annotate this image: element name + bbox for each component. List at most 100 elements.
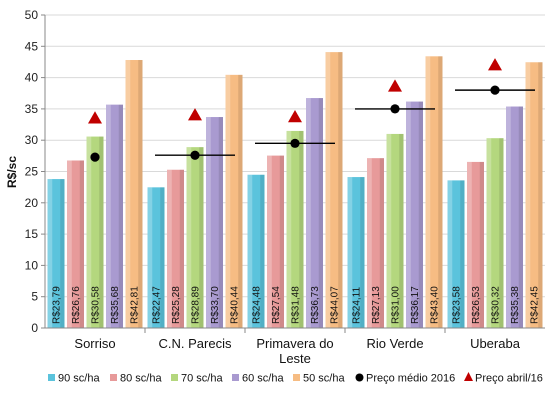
bar-highlight [267, 155, 272, 328]
y-tick-label: 30 [25, 133, 39, 147]
legend-item: 80 sc/ha [110, 373, 162, 385]
y-axis-label: R$/sc [5, 156, 19, 188]
bar-rect [267, 155, 284, 328]
legend-swatch [355, 373, 364, 382]
legend-swatch [293, 374, 300, 381]
bar-rect [467, 161, 484, 328]
bar: R$26,76 [67, 160, 84, 328]
data-label: R$30,58 [91, 286, 102, 324]
bar-highlight [406, 101, 411, 328]
bar-shade [138, 60, 143, 328]
april-price-marker [188, 108, 202, 121]
bar-shade [479, 161, 484, 328]
bar-shade [218, 117, 223, 329]
legend-swatch [171, 374, 178, 381]
data-label: R$27,13 [371, 286, 382, 324]
bar-rect [286, 130, 304, 328]
bar-rect [447, 180, 465, 328]
x-tick-label: Uberaba [470, 336, 521, 351]
data-label: R$33,70 [210, 286, 221, 324]
bars: R$23,79 R$26,76 R$30,58 R$35,68 R$42,81 R$22,… [47, 52, 543, 329]
legend-item: 60 sc/ha [232, 373, 284, 385]
legend-label: Preço médio 2016 [366, 373, 455, 385]
data-label: R$27,54 [271, 286, 282, 324]
legend-swatch [48, 374, 55, 381]
bar: R$30,32 [486, 138, 504, 328]
bar-rect [225, 74, 243, 328]
data-label: R$43,40 [430, 286, 441, 324]
data-label: R$42,45 [530, 286, 541, 324]
bar-highlight [467, 161, 472, 328]
bar-shade [79, 160, 84, 328]
bar-shade [279, 155, 284, 328]
bar-rect [206, 117, 223, 329]
x-tick-label: C.N. Parecis [159, 336, 232, 351]
bar-rect [247, 174, 265, 328]
bar-shade [338, 52, 343, 329]
avg-price-marker [490, 85, 500, 95]
bar-highlight [386, 133, 392, 328]
bar-shade [399, 133, 404, 328]
bar-rect [67, 160, 84, 328]
bar-shade [379, 158, 384, 328]
bar: R$40,44 [225, 74, 243, 328]
axes [44, 15, 545, 333]
avg-price-marker [90, 152, 100, 162]
legend-item: 50 sc/ha [293, 373, 345, 385]
data-label: R$44,07 [330, 286, 341, 324]
data-label: R$28,89 [191, 286, 202, 324]
bar-shade [538, 62, 543, 328]
bar: R$42,81 [125, 60, 143, 328]
data-label: R$35,38 [510, 286, 521, 324]
y-tick-label: 0 [31, 321, 38, 335]
legend-swatch [232, 374, 239, 381]
bar: R$27,54 [267, 155, 284, 328]
y-tick-label: 10 [25, 258, 39, 272]
bar: R$36,17 [406, 101, 423, 328]
bar-shade [438, 56, 443, 328]
x-tick-label: Rio Verde [366, 336, 423, 351]
y-tick-label: 5 [31, 290, 38, 304]
legend-swatch [110, 374, 117, 381]
y-tick-label: 25 [25, 165, 39, 179]
y-tick-label: 45 [25, 39, 39, 53]
legend: 90 sc/ha 80 sc/ha 70 sc/ha 60 sc/ha 50 sc/ha… [48, 372, 543, 385]
bar-rect [386, 133, 404, 328]
bar-shade [499, 138, 504, 328]
bar-highlight [186, 147, 192, 328]
y-tick-label: 40 [25, 71, 39, 85]
bar-shade [518, 106, 523, 328]
y-tick-label: 50 [25, 8, 39, 22]
bar: R$31,00 [386, 133, 404, 328]
bar: R$35,68 [106, 104, 123, 328]
bar-shade [160, 187, 165, 328]
legend-swatch [464, 372, 473, 381]
legend-item: 90 sc/ha [48, 373, 100, 385]
bar-highlight [67, 160, 72, 328]
bar: R$25,28 [167, 169, 184, 328]
bar-rect [106, 104, 123, 328]
legend-label: 60 sc/ha [242, 373, 284, 385]
data-label: R$26,76 [71, 286, 82, 324]
bar-highlight [347, 177, 353, 328]
bar-highlight [486, 138, 492, 328]
legend-item: Preço médio 2016 [355, 373, 455, 385]
bar-highlight [86, 136, 92, 328]
bar: R$31,48 [286, 130, 304, 328]
bar-shade [360, 177, 365, 328]
bar: R$36,73 [306, 98, 323, 329]
avg-price-marker [190, 150, 200, 160]
bar-rect [506, 106, 523, 328]
bar: R$23,58 [447, 180, 465, 328]
y-axis-ticks: 0 5 10 15 20 25 30 35 40 45 50 [25, 8, 45, 335]
bar-highlight [506, 106, 511, 328]
bar-highlight [447, 180, 453, 328]
data-label: R$35,68 [110, 286, 121, 324]
legend-label: 70 sc/ha [181, 373, 223, 385]
bar-rect [47, 179, 65, 328]
bar: R$22,47 [147, 187, 165, 328]
bar-rect [486, 138, 504, 328]
bar: R$33,70 [206, 117, 223, 329]
bar-rect [306, 98, 323, 329]
